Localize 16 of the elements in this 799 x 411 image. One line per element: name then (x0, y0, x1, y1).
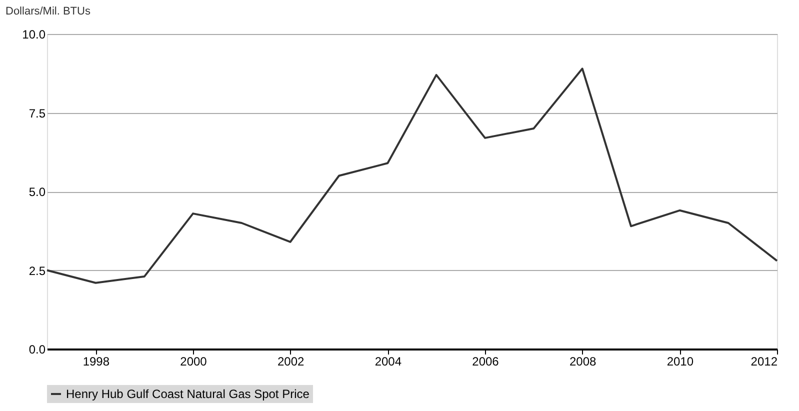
y-axis-title: Dollars/Mil. BTUs (6, 6, 91, 18)
y-tick-label: 5.0 (28, 185, 46, 199)
legend-label: Henry Hub Gulf Coast Natural Gas Spot Price (66, 387, 310, 401)
x-tick-label: 1998 (82, 354, 110, 368)
x-tick-label: 2000 (180, 354, 208, 368)
y-tick-label: 0.0 (28, 342, 46, 356)
y-tick-label: 7.5 (28, 106, 46, 120)
x-tick-label: 2012 (750, 354, 778, 368)
x-tick-label: 2008 (569, 354, 597, 368)
x-tick-label: 2006 (472, 354, 500, 368)
y-tick-label: 10.0 (22, 28, 46, 42)
x-tick-label: 2010 (666, 354, 694, 368)
y-tick-label: 2.5 (28, 264, 46, 278)
x-tick-label: 2004 (374, 354, 402, 368)
x-tick-label: 2002 (277, 354, 305, 368)
line-series (46, 68, 778, 284)
